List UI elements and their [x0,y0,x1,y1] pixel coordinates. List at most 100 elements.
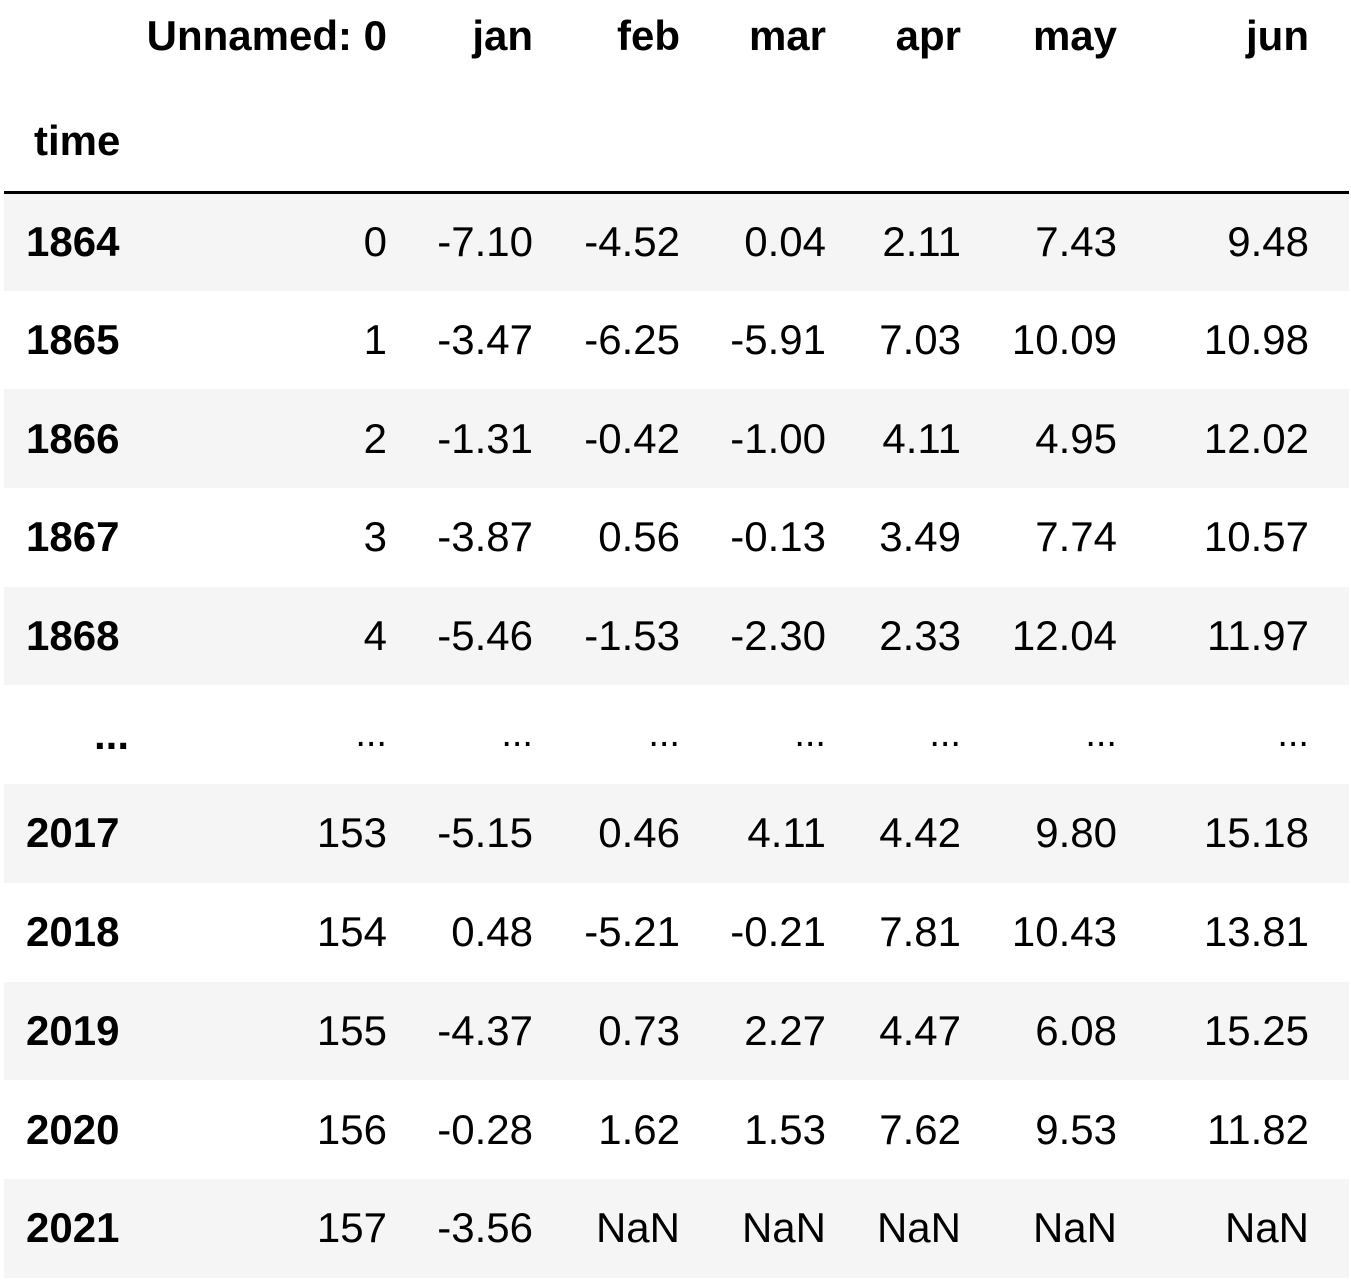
table-cell: 10.09 [1011,316,1117,364]
table-row: 1868 4 -5.46 -1.53 -2.30 2.33 12.04 11.97 [4,586,1349,686]
row-index: 2017 [26,809,120,857]
table-cell: 11.97 [1207,612,1309,660]
table-cell: 1 [363,316,387,364]
empty-header-cell [427,92,573,192]
table-cell: 2 [363,414,387,462]
table-row: 2018 154 0.48 -5.21 -0.21 7.81 10.43 13.81 [4,882,1349,982]
table-cell: 12.02 [1203,414,1309,462]
index-name-row: time [4,92,1349,192]
table-cell: -5.21 [584,908,680,956]
table-cell: 0 [363,218,387,266]
column-header: jun [1246,12,1309,59]
corner-cell [4,0,135,92]
table-row: 1864 0 -7.10 -4.52 0.04 2.11 7.43 9.48 [4,192,1349,291]
table-cell: NaN [1032,1204,1117,1252]
table-cell: -1.53 [584,612,680,660]
table-cell: 4.11 [747,809,826,857]
table-cell: -0.13 [730,513,826,561]
table-cell: 2.11 [882,218,961,266]
table-cell: ... [794,713,826,756]
table-cell: -3.87 [437,513,533,561]
row-index: 2020 [26,1105,120,1153]
row-index: 1867 [26,513,120,561]
table-cell: 7.62 [879,1105,961,1153]
table-cell: 6.08 [1035,1006,1117,1054]
empty-header-cell [135,92,427,192]
table-cell: -1.00 [730,414,826,462]
row-index: 1866 [26,414,120,462]
table-cell: 7.03 [879,316,961,364]
table-cell: 15.18 [1203,809,1309,857]
table-cell: -5.91 [730,316,826,364]
table-row: 1865 1 -3.47 -6.25 -5.91 7.03 10.09 10.98 [4,290,1349,390]
table-cell: ... [929,713,961,756]
table-row: 2017 153 -5.15 0.46 4.11 4.42 9.80 15.18 [4,784,1349,883]
dataframe-table: Unnamed: 0 jan feb mar apr may jun time … [4,0,1349,1278]
table-cell: 153 [316,809,387,857]
table-cell: -5.46 [437,612,533,660]
table-cell: 11.82 [1207,1105,1309,1153]
table-cell: -4.52 [584,218,680,266]
table-cell: ... [355,713,387,756]
table-cell: -0.28 [437,1105,533,1153]
table-cell: 4 [363,612,387,660]
table-cell: 15.25 [1203,1006,1309,1054]
table-cell: 7.74 [1035,513,1117,561]
row-index: 2021 [26,1204,120,1252]
table-cell: 2.27 [744,1006,826,1054]
table-cell: 1.62 [598,1105,680,1153]
index-name: time [34,117,121,165]
table-header: Unnamed: 0 jan feb mar apr may jun time [4,0,1349,192]
table-cell: -3.56 [437,1204,533,1252]
empty-header-cell [1157,92,1349,192]
table-cell: 4.11 [882,414,961,462]
empty-header-cell [1001,92,1157,192]
table-cell: 7.43 [1035,218,1117,266]
table-cell: 155 [316,1006,387,1054]
table-cell: 4.95 [1035,414,1117,462]
column-header: apr [895,12,961,59]
row-index: 1865 [26,316,120,364]
table-row: 1866 2 -1.31 -0.42 -1.00 4.11 4.95 12.02 [4,389,1349,489]
table-cell: 7.81 [879,908,961,956]
table-cell: 3.49 [879,513,961,561]
table-body: 1864 0 -7.10 -4.52 0.04 2.11 7.43 9.48 1865 1 -3.4… [4,192,1349,1278]
row-index: 2018 [26,908,120,956]
table-cell: 3 [363,513,387,561]
row-index: ... [93,710,129,758]
table-cell: NaN [1224,1204,1309,1252]
table-cell: -3.47 [437,316,533,364]
table-cell: 154 [316,908,387,956]
table-cell: -2.30 [730,612,826,660]
table-cell: 10.43 [1011,908,1117,956]
column-header: jan [472,12,533,59]
table-cell: 0.46 [598,809,680,857]
table-cell: 156 [316,1105,387,1153]
table-row: 2021 157 -3.56 NaN NaN NaN NaN NaN [4,1178,1349,1278]
table-cell: 1.53 [744,1105,826,1153]
table-cell: ... [501,713,533,756]
table-cell: 13.81 [1203,908,1309,956]
table-cell: -6.25 [584,316,680,364]
table-cell: 0.73 [598,1006,680,1054]
empty-header-cell [866,92,1001,192]
table-cell: -4.37 [437,1006,533,1054]
table-cell: 9.48 [1227,218,1309,266]
table-cell: NaN [595,1204,680,1252]
table-cell: 2.33 [879,612,961,660]
ellipsis-row: ........................ [4,685,1349,785]
column-header: may [1032,12,1117,59]
table-cell: ... [648,713,680,756]
table-cell: -7.10 [437,218,533,266]
column-header-row: Unnamed: 0 jan feb mar apr may jun [4,0,1349,92]
table-cell: 0.56 [598,513,680,561]
table-cell: NaN [741,1204,826,1252]
table-cell: 4.42 [879,809,961,857]
empty-header-cell [720,92,866,192]
table-row: 2019 155 -4.37 0.73 2.27 4.47 6.08 15.25 [4,981,1349,1081]
table-cell: -5.15 [437,809,533,857]
table-cell: 4.47 [879,1006,961,1054]
table-cell: -0.21 [730,908,826,956]
table-cell: 0.48 [451,908,533,956]
